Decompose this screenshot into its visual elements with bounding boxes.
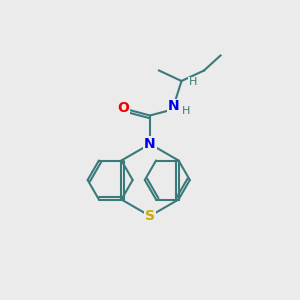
Text: H: H bbox=[189, 77, 197, 88]
Text: N: N bbox=[144, 137, 156, 151]
Text: S: S bbox=[145, 209, 155, 223]
Text: N: N bbox=[168, 100, 180, 113]
Text: O: O bbox=[117, 101, 129, 115]
Text: H: H bbox=[182, 106, 190, 116]
